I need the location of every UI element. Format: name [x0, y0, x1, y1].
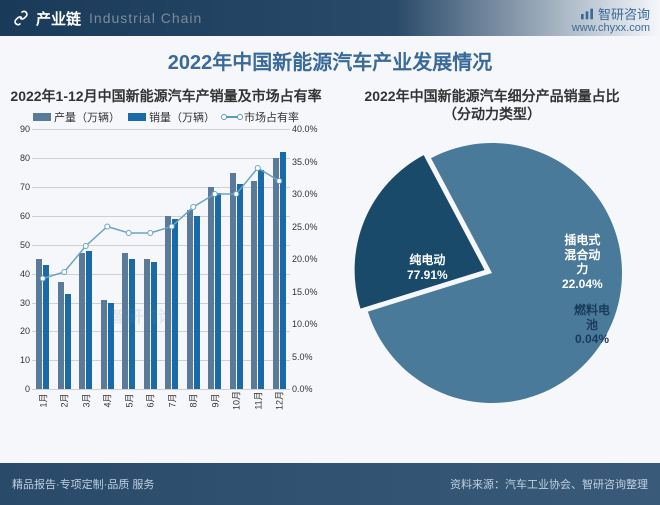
- brand-url: www.chyxx.com: [572, 22, 650, 34]
- brand-text: 智研咨询: [598, 4, 650, 23]
- bar-line-chart: 2022年1-12月中国新能源汽车产销量及市场占有率 产量（万辆） 销量（万辆）…: [0, 83, 330, 463]
- legend-share: 市场占有率: [223, 109, 299, 125]
- header-title-cn: 产业链: [36, 8, 81, 29]
- left-legend: 产量（万辆） 销量（万辆） 市场占有率: [8, 109, 324, 125]
- left-title: 2022年1-12月中国新能源汽车产销量及市场占有率: [8, 87, 324, 105]
- right-title: 2022年中国新能源汽车细分产品销量占比 （分动力类型）: [330, 87, 654, 123]
- legend-sales: 销量（万辆）: [128, 109, 215, 125]
- charts-container: 2022年1-12月中国新能源汽车产销量及市场占有率 产量（万辆） 销量（万辆）…: [0, 83, 660, 463]
- pie-chart: 2022年中国新能源汽车细分产品销量占比 （分动力类型） 纯电动 77.91%插…: [330, 83, 660, 463]
- main-title: 2022年中国新能源汽车产业发展情况: [0, 46, 660, 75]
- brand-logo: 智研咨询: [579, 4, 650, 23]
- y-axis-left: 0102030405060708090: [8, 129, 30, 389]
- y-axis-right: 0.0%5.0%10.0%15.0%20.0%25.0%30.0%35.0%40…: [292, 129, 324, 389]
- chain-icon: [12, 9, 30, 27]
- plot-area: 0102030405060708090 0.0%5.0%10.0%15.0%20…: [32, 129, 290, 409]
- pie-wrap: 纯电动 77.91%插电式 混合动 力 22.04%燃料电 池 0.04%: [352, 133, 632, 413]
- footer-right: 资料来源：汽车工业协会、智研咨询整理: [450, 476, 648, 492]
- footer-bar: 精品报告·专项定制·品质 服务 资料来源：汽车工业协会、智研咨询整理: [0, 463, 660, 505]
- header-title-en: Industrial Chain: [89, 10, 202, 26]
- legend-production: 产量（万辆）: [33, 109, 120, 125]
- footer-left: 精品报告·专项定制·品质 服务: [12, 476, 154, 492]
- bars: 1月2月3月4月5月6月7月8月9月10月11月12月: [32, 129, 290, 389]
- header-bar: 产业链 Industrial Chain: [0, 0, 660, 36]
